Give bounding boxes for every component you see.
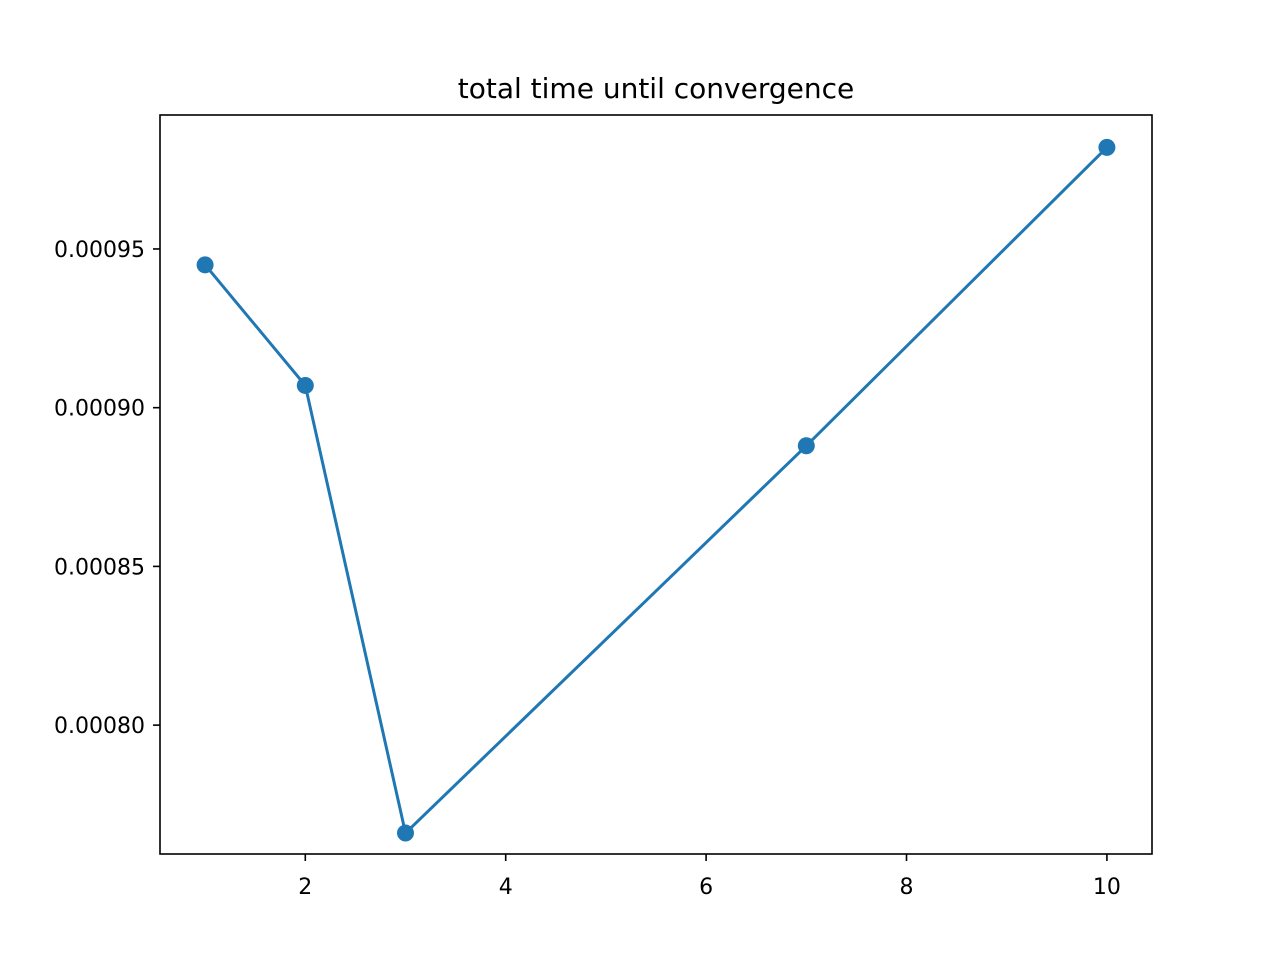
data-point: [296, 376, 314, 394]
chart-title: total time until convergence: [458, 72, 854, 105]
data-point: [797, 437, 815, 455]
data-point: [196, 256, 214, 274]
x-tick-label: 8: [900, 875, 914, 900]
y-tick-label: 0.00095: [54, 238, 145, 263]
x-tick-label: 6: [699, 875, 713, 900]
y-tick-label: 0.00080: [54, 714, 145, 739]
y-axis: 0.00080 0.00085 0.00090 0.00095: [54, 238, 160, 739]
x-axis: 2 4 6 8 10: [298, 854, 1121, 900]
plot-area: [196, 138, 1116, 842]
x-tick-label: 10: [1093, 875, 1121, 900]
y-tick-label: 0.00090: [54, 397, 145, 422]
y-tick-label: 0.00085: [54, 555, 145, 580]
x-tick-label: 4: [499, 875, 513, 900]
data-point: [396, 824, 414, 842]
x-tick-label: 2: [298, 875, 312, 900]
axes-frame: [159, 114, 1153, 855]
data-point: [1098, 138, 1116, 156]
